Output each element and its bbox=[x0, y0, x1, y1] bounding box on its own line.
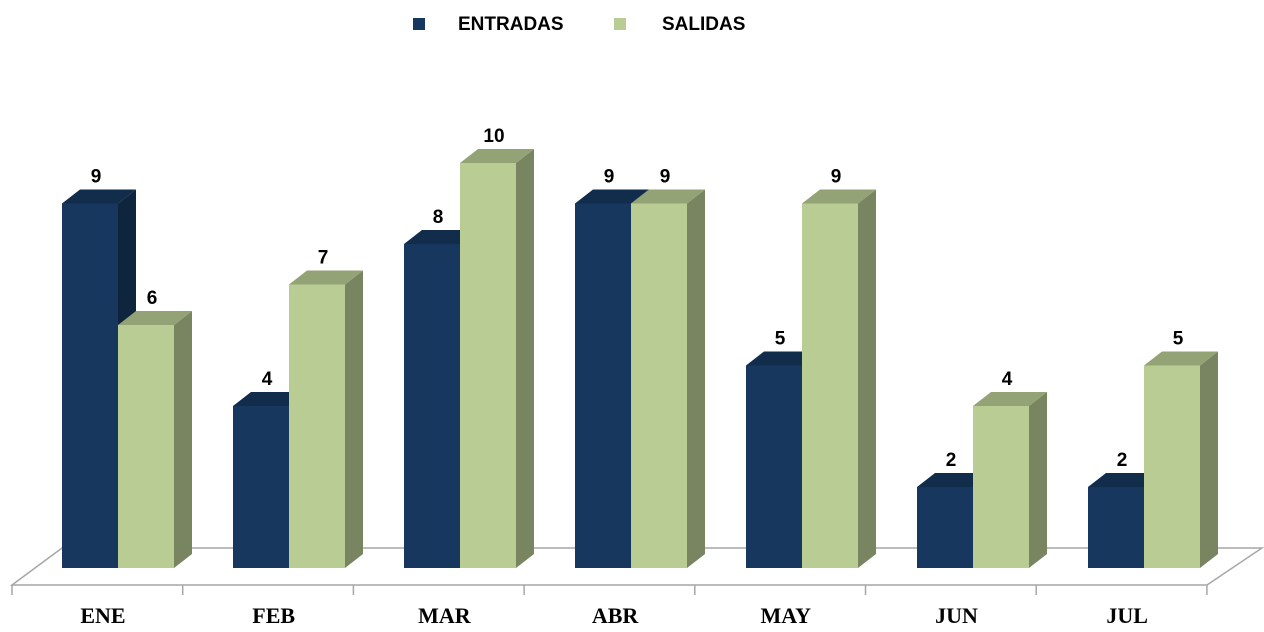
bar-front bbox=[1088, 487, 1144, 568]
data-label: 9 bbox=[660, 167, 671, 188]
data-label: 2 bbox=[1117, 450, 1128, 471]
x-tick-label: ENE bbox=[80, 603, 125, 628]
bar-front bbox=[404, 244, 460, 568]
bar bbox=[118, 311, 192, 568]
bar bbox=[62, 189, 136, 568]
bar-front bbox=[233, 406, 289, 568]
bar-front bbox=[118, 325, 174, 568]
bar-top bbox=[460, 149, 534, 163]
data-label: 9 bbox=[604, 167, 615, 188]
bar-top bbox=[233, 392, 307, 406]
bar-side bbox=[174, 311, 192, 568]
bar-top bbox=[1088, 473, 1162, 487]
x-tick-label: JUL bbox=[1106, 603, 1148, 628]
bar-top bbox=[631, 189, 705, 204]
bar-front bbox=[631, 203, 687, 568]
bar-top bbox=[62, 189, 136, 204]
bar bbox=[802, 189, 876, 568]
data-label: 4 bbox=[1002, 369, 1013, 390]
legend-swatch bbox=[614, 18, 626, 30]
bar-side bbox=[1200, 351, 1218, 568]
x-tick-label: FEB bbox=[252, 603, 295, 628]
bar-side bbox=[1029, 392, 1047, 568]
bar-top bbox=[973, 392, 1047, 406]
legend-swatch bbox=[413, 18, 425, 30]
data-label: 8 bbox=[433, 207, 444, 228]
bar-front bbox=[746, 365, 802, 568]
bar bbox=[460, 149, 534, 568]
legend-label: SALIDAS bbox=[662, 14, 745, 35]
bar bbox=[631, 189, 705, 568]
bar bbox=[289, 270, 363, 568]
bar-top bbox=[1144, 351, 1218, 366]
bar bbox=[1144, 351, 1218, 568]
data-label: 6 bbox=[147, 288, 158, 309]
bar-side bbox=[858, 189, 876, 568]
bar-top bbox=[802, 189, 876, 204]
bar-side bbox=[687, 189, 705, 568]
data-label: 5 bbox=[1173, 329, 1184, 350]
bar-top bbox=[118, 311, 192, 325]
x-tick-label: MAY bbox=[761, 603, 812, 628]
data-label: 9 bbox=[831, 167, 842, 188]
bar-front bbox=[1144, 365, 1200, 568]
data-label: 9 bbox=[91, 167, 102, 188]
bar-top bbox=[917, 473, 991, 487]
data-label: 5 bbox=[775, 329, 786, 350]
bar-top bbox=[575, 189, 649, 204]
bar-front bbox=[575, 203, 631, 568]
bar-side bbox=[516, 149, 534, 568]
x-tick-label: MAR bbox=[418, 603, 472, 628]
data-label: 10 bbox=[483, 126, 504, 147]
bar-front bbox=[62, 203, 118, 568]
data-label: 4 bbox=[262, 369, 273, 390]
bar-front bbox=[289, 284, 345, 568]
x-tick-label: JUN bbox=[935, 603, 978, 628]
bar bbox=[973, 392, 1047, 568]
legend-label: ENTRADAS bbox=[458, 14, 564, 35]
bar-front bbox=[460, 163, 516, 568]
data-label: 2 bbox=[946, 450, 957, 471]
bar-side bbox=[345, 270, 363, 568]
x-tick-label: ABR bbox=[592, 603, 640, 628]
bar-top bbox=[404, 230, 478, 244]
bar-front bbox=[973, 406, 1029, 568]
bar-front bbox=[802, 203, 858, 568]
bar-top bbox=[289, 270, 363, 285]
bar-top bbox=[746, 351, 820, 366]
bar-front bbox=[917, 487, 973, 568]
data-label: 7 bbox=[318, 248, 329, 269]
